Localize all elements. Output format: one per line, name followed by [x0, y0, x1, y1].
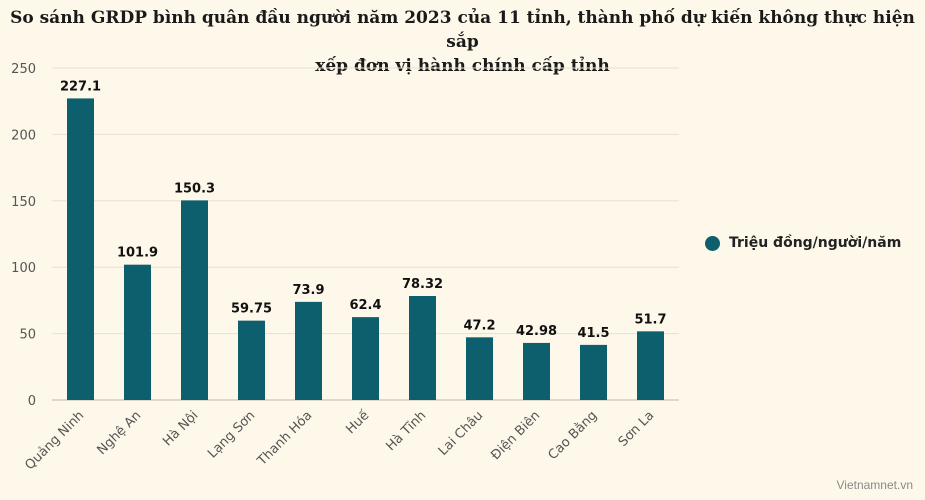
legend-swatch — [705, 235, 720, 251]
x-tick-label: Lạng Sơn — [205, 408, 258, 461]
watermark: Vietnamnet.vn — [836, 478, 914, 492]
data-label: 51.7 — [634, 312, 666, 327]
x-tick-label: Nghệ An — [94, 408, 144, 458]
data-label: 101.9 — [117, 246, 158, 261]
chart-title: So sánh GRDP bình quân đầu người năm 202… — [0, 6, 925, 78]
x-tick-label: Cao Bằng — [546, 408, 601, 463]
data-label: 227.1 — [60, 79, 101, 94]
data-label: 78.32 — [402, 277, 443, 292]
legend-label: Triệu đồng/người/năm — [729, 235, 902, 251]
x-tick-label: Lai Châu — [436, 408, 487, 459]
bar — [637, 331, 664, 400]
x-tick-label: Thanh Hóa — [254, 408, 315, 469]
bar — [124, 264, 151, 400]
data-label: 150.3 — [174, 181, 215, 196]
y-tick-label: 200 — [11, 128, 36, 143]
x-tick-label: Huế — [343, 408, 372, 437]
x-tick-label: Quảng Ninh — [22, 408, 87, 473]
bar — [409, 295, 436, 400]
data-label: 41.5 — [577, 326, 609, 341]
x-tick-label: Hà Nội — [160, 408, 201, 449]
data-label: 42.98 — [516, 324, 557, 339]
bar — [181, 200, 208, 400]
data-label: 59.75 — [231, 302, 272, 317]
chart-title-line-1: So sánh GRDP bình quân đầu người năm 202… — [10, 8, 915, 52]
y-tick-label: 150 — [11, 195, 36, 210]
y-tick-label: 50 — [19, 328, 36, 343]
bar — [238, 320, 265, 400]
y-tick-label: 250 — [11, 62, 36, 77]
legend: Triệu đồng/người/năm — [705, 235, 901, 251]
data-label: 47.2 — [463, 318, 495, 333]
bar — [352, 317, 379, 400]
data-label: 62.4 — [349, 298, 381, 313]
x-tick-label: Điện Biên — [488, 408, 543, 463]
bar — [580, 344, 607, 400]
y-tick-label: 100 — [11, 261, 36, 276]
bar — [67, 98, 94, 401]
x-tick-label: Hà Tĩnh — [383, 408, 429, 454]
bar — [295, 301, 322, 400]
x-tick-label: Sơn La — [616, 408, 658, 450]
bar — [523, 342, 550, 400]
chart-title-line-2: xếp đơn vị hành chính cấp tỉnh — [315, 56, 610, 76]
bar — [466, 337, 493, 400]
data-label: 73.9 — [292, 283, 324, 298]
y-tick-label: 0 — [28, 394, 36, 409]
